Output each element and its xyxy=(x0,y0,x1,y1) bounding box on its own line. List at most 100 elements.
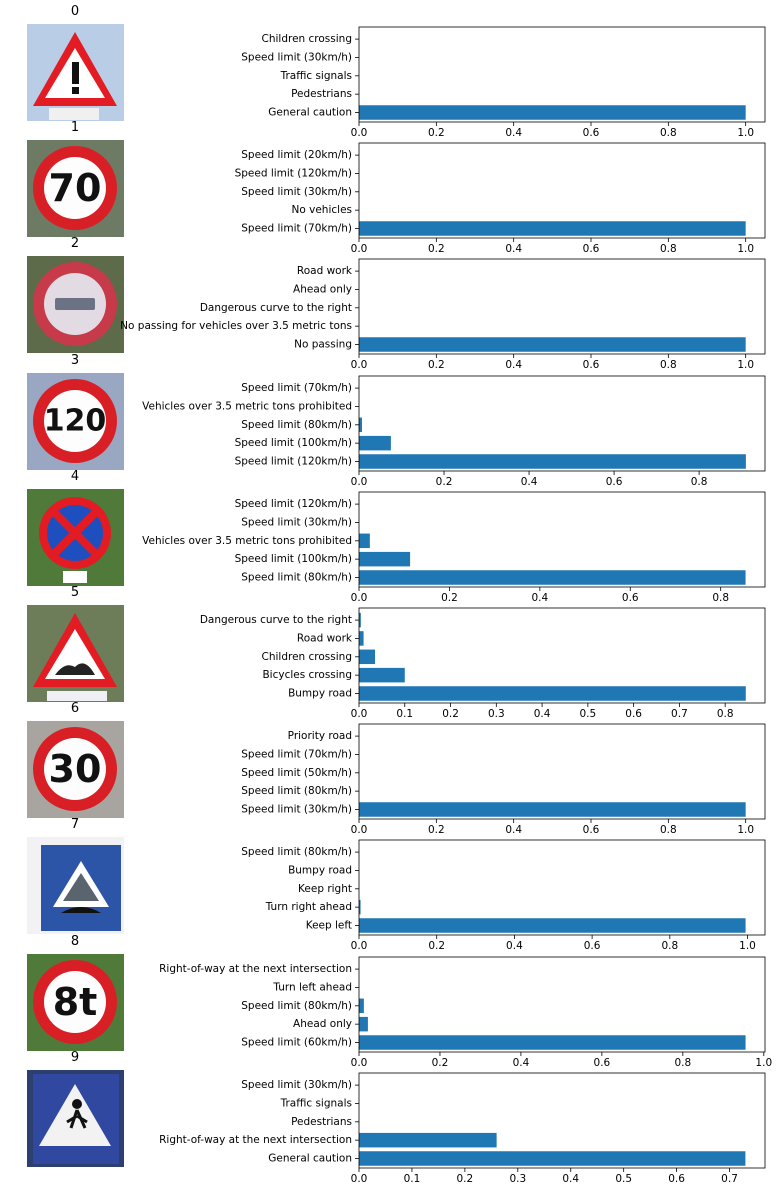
class-label: Speed limit (80km/h) xyxy=(241,571,352,583)
class-label: Keep right xyxy=(298,883,352,895)
x-tick-label: 0.0 xyxy=(351,1173,368,1185)
class-label: Children crossing xyxy=(262,33,353,45)
class-label: Bumpy road xyxy=(288,865,352,877)
x-tick-label: 1.0 xyxy=(737,359,754,371)
x-tick-label: 0.2 xyxy=(457,1173,474,1185)
x-tick-label: 0.4 xyxy=(506,940,523,952)
x-tick-label: 0.6 xyxy=(668,1173,685,1185)
x-tick-label: 0.8 xyxy=(660,127,677,139)
class-label: Speed limit (80km/h) xyxy=(241,418,352,430)
probability-bar xyxy=(359,435,391,450)
sign-thumbnail xyxy=(27,837,124,935)
no-passing-bus-sign-icon xyxy=(27,256,124,354)
class-label: Bicycles crossing xyxy=(262,669,352,681)
class-label: Dangerous curve to the right xyxy=(200,302,352,314)
class-label: Speed limit (120km/h) xyxy=(235,455,352,467)
x-tick-label: 0.8 xyxy=(660,359,677,371)
class-label: Keep left xyxy=(306,920,352,932)
probability-bar xyxy=(359,551,411,567)
x-tick-label: 0.4 xyxy=(505,243,522,255)
class-label: General caution xyxy=(268,107,352,119)
class-label: Speed limit (100km/h) xyxy=(235,437,352,449)
probability-bar xyxy=(359,1151,746,1166)
class-label: Speed limit (50km/h) xyxy=(241,767,352,779)
x-tick-label: 0.0 xyxy=(351,1057,368,1069)
probability-bar xyxy=(359,667,405,683)
x-tick-label: 0.4 xyxy=(531,592,548,604)
sign-text: 8t xyxy=(53,980,98,1024)
probability-bar-chart: Bumpy road Bicycles crossing Children cros… xyxy=(200,607,766,720)
sample-index-title: 7 xyxy=(70,817,80,833)
class-label: Speed limit (30km/h) xyxy=(241,51,352,63)
x-tick-label: 0.3 xyxy=(509,1173,526,1185)
x-tick-label: 0.2 xyxy=(428,359,445,371)
prediction-panel: 5 Bumpy road Bicycles crossing Children cro… xyxy=(0,585,777,720)
probability-bar xyxy=(359,649,376,665)
probability-bar xyxy=(359,221,746,236)
class-label: Speed limit (60km/h) xyxy=(241,1036,352,1048)
x-tick-label: 0.7 xyxy=(721,1173,738,1185)
x-tick-label: 0.8 xyxy=(712,592,729,604)
x-tick-label: 0.5 xyxy=(615,1173,632,1185)
probability-bar xyxy=(359,417,362,432)
x-tick-label: 0.2 xyxy=(432,1057,449,1069)
sample-index-title: 1 xyxy=(70,120,80,136)
class-label: Speed limit (80km/h) xyxy=(241,846,352,858)
x-tick-label: 0.6 xyxy=(583,359,600,371)
x-tick-label: 0.8 xyxy=(661,940,678,952)
sign-thumbnail: 70 xyxy=(27,140,124,238)
class-label: Ahead only xyxy=(293,284,352,296)
speed-limit-70-sign-icon: 70 xyxy=(27,140,124,238)
sign-thumbnail xyxy=(27,24,124,121)
x-tick-label: 0.0 xyxy=(351,476,368,488)
class-label: Pedestrians xyxy=(291,88,352,100)
class-label: Speed limit (30km/h) xyxy=(241,516,352,528)
class-label: Priority road xyxy=(288,730,352,742)
x-tick-label: 0.7 xyxy=(671,708,688,720)
class-label: Speed limit (120km/h) xyxy=(235,498,352,510)
class-label: Bumpy road xyxy=(288,688,352,700)
x-tick-label: 0.8 xyxy=(674,1057,691,1069)
probability-bar-chart: Speed limit (60km/h) Ahead only Speed limi… xyxy=(159,956,772,1069)
probability-bar xyxy=(359,686,746,701)
prediction-panel: 1 70 Speed limit (70km/h) No vehicles Speed … xyxy=(0,120,777,255)
probability-bar xyxy=(359,453,746,469)
x-tick-label: 0.0 xyxy=(351,243,368,255)
probability-bar-chart: General caution Pedestrians Traffic signal… xyxy=(241,26,766,139)
class-label: Speed limit (20km/h) xyxy=(241,149,352,161)
x-tick-label: 1.0 xyxy=(737,127,754,139)
class-label: Speed limit (80km/h) xyxy=(241,999,352,1011)
class-label: Speed limit (30km/h) xyxy=(241,186,352,198)
pedestrian-crossing-sign-icon xyxy=(27,1069,124,1167)
sign-thumbnail xyxy=(27,256,124,354)
class-label: No vehicles xyxy=(292,204,352,216)
probability-bar-chart: Keep left Turn right ahead Keep right Bumpy… xyxy=(241,839,766,952)
x-tick-label: 0.2 xyxy=(441,592,458,604)
probability-bar-chart: No passing No passing for vehicles over 3… xyxy=(120,258,766,371)
probability-bar xyxy=(359,1132,497,1148)
probability-bar-chart: Speed limit (70km/h) No vehicles Speed lim… xyxy=(235,142,766,255)
x-tick-label: 0.0 xyxy=(351,127,368,139)
x-tick-label: 0.0 xyxy=(351,592,368,604)
probability-bar xyxy=(359,337,746,353)
x-tick-label: 0.4 xyxy=(513,1057,530,1069)
probability-bar xyxy=(359,570,746,585)
x-tick-label: 0.0 xyxy=(351,708,368,720)
sign-thumbnail xyxy=(27,1069,124,1167)
class-label: Dangerous curve to the right xyxy=(200,614,352,626)
x-tick-label: 0.8 xyxy=(691,476,708,488)
probability-bar xyxy=(359,918,746,934)
prediction-panel: 0 General caution Pedestrians Traffic signa… xyxy=(0,4,777,139)
sign-text: 120 xyxy=(44,403,107,438)
probability-bar xyxy=(359,900,361,915)
class-label: Speed limit (30km/h) xyxy=(241,1079,352,1091)
x-tick-label: 0.8 xyxy=(660,243,677,255)
class-label: Speed limit (80km/h) xyxy=(241,785,352,797)
x-tick-label: 0.0 xyxy=(351,824,368,836)
x-tick-label: 0.6 xyxy=(583,824,600,836)
probability-bar xyxy=(359,533,370,548)
x-tick-label: 0.8 xyxy=(660,824,677,836)
class-label: General caution xyxy=(268,1152,352,1164)
prediction-panel: 8 8t Speed limit (60km/h) Ahead only Speed l… xyxy=(0,934,777,1069)
